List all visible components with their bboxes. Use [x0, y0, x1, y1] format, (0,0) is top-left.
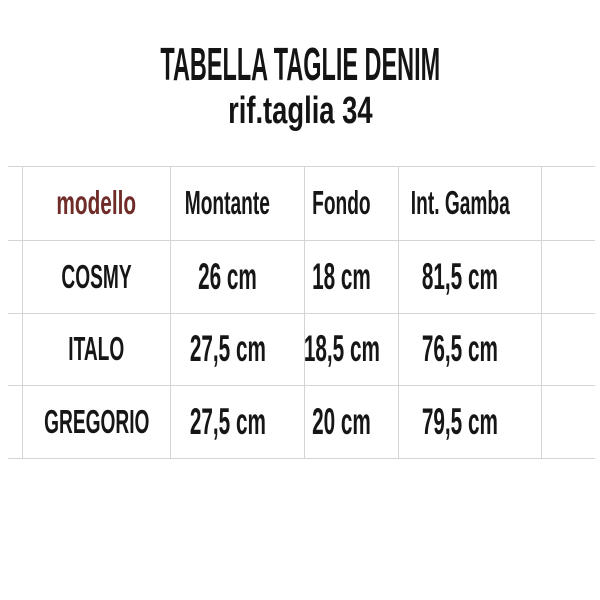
header-cell-modello: modello: [22, 167, 170, 240]
row-italo-montante-cell: 27,5 cm: [170, 312, 304, 386]
table-spacer-cell: [8, 312, 22, 386]
header-cell-montante: Montante: [170, 167, 304, 240]
row-italo-int-gamba: 76,5 cm: [421, 328, 499, 370]
header-cell-fondo: Fondo: [304, 167, 398, 240]
page-subtitle: rif.taglia 34: [227, 89, 373, 132]
row-cosmy-model: COSMY: [61, 257, 132, 295]
header-label-modello: modello: [56, 184, 137, 222]
table-spacer-cell: [542, 312, 595, 386]
header-label-int-gamba: Int. Gamba: [410, 184, 510, 222]
row-gregorio-int-gamba-cell: 79,5 cm: [398, 385, 542, 458]
table-spacer-cell: [8, 385, 22, 458]
table-spacer-cell: [542, 167, 595, 240]
row-italo-int-gamba-cell: 76,5 cm: [398, 312, 542, 386]
row-gregorio-fondo: 20 cm: [312, 401, 371, 443]
table-spacer-cell: [542, 385, 595, 458]
row-gregorio-int-gamba: 79,5 cm: [421, 401, 499, 443]
header-label-fondo: Fondo: [312, 184, 371, 222]
row-cosmy-int-gamba-cell: 81,5 cm: [398, 239, 542, 313]
row-gregorio-montante-cell: 27,5 cm: [170, 385, 304, 458]
page-title: TABELLA TAGLIE DENIM: [160, 38, 440, 90]
row-gregorio-fondo-cell: 20 cm: [304, 385, 398, 458]
header-cell-int-gamba: Int. Gamba: [398, 167, 542, 240]
size-table: modello Montante Fondo Int. Gamba COSMY …: [8, 166, 595, 459]
row-gregorio-montante: 27,5 cm: [189, 401, 266, 443]
row-gregorio-model: GREGORIO: [43, 403, 150, 441]
table-spacer-cell: [8, 239, 22, 313]
row-italo-model: ITALO: [68, 330, 125, 368]
row-cosmy-model-cell: COSMY: [22, 239, 170, 313]
table-spacer-cell: [8, 167, 22, 240]
row-italo-fondo: 18,5 cm: [303, 328, 380, 370]
row-cosmy-montante: 26 cm: [198, 255, 257, 297]
row-cosmy-montante-cell: 26 cm: [170, 239, 304, 313]
row-italo-model-cell: ITALO: [22, 312, 170, 386]
row-cosmy-fondo-cell: 18 cm: [304, 239, 398, 313]
page-subtitle-row: rif.taglia 34: [0, 88, 600, 134]
page-title-row: TABELLA TAGLIE DENIM: [0, 38, 600, 90]
row-italo-montante: 27,5 cm: [189, 328, 266, 370]
row-gregorio-model-cell: GREGORIO: [22, 385, 170, 458]
row-cosmy-fondo: 18 cm: [312, 255, 371, 297]
row-italo-fondo-cell: 18,5 cm: [303, 312, 398, 386]
header-label-montante: Montante: [184, 184, 271, 222]
table-spacer-cell: [542, 239, 595, 313]
row-cosmy-int-gamba: 81,5 cm: [421, 255, 499, 297]
